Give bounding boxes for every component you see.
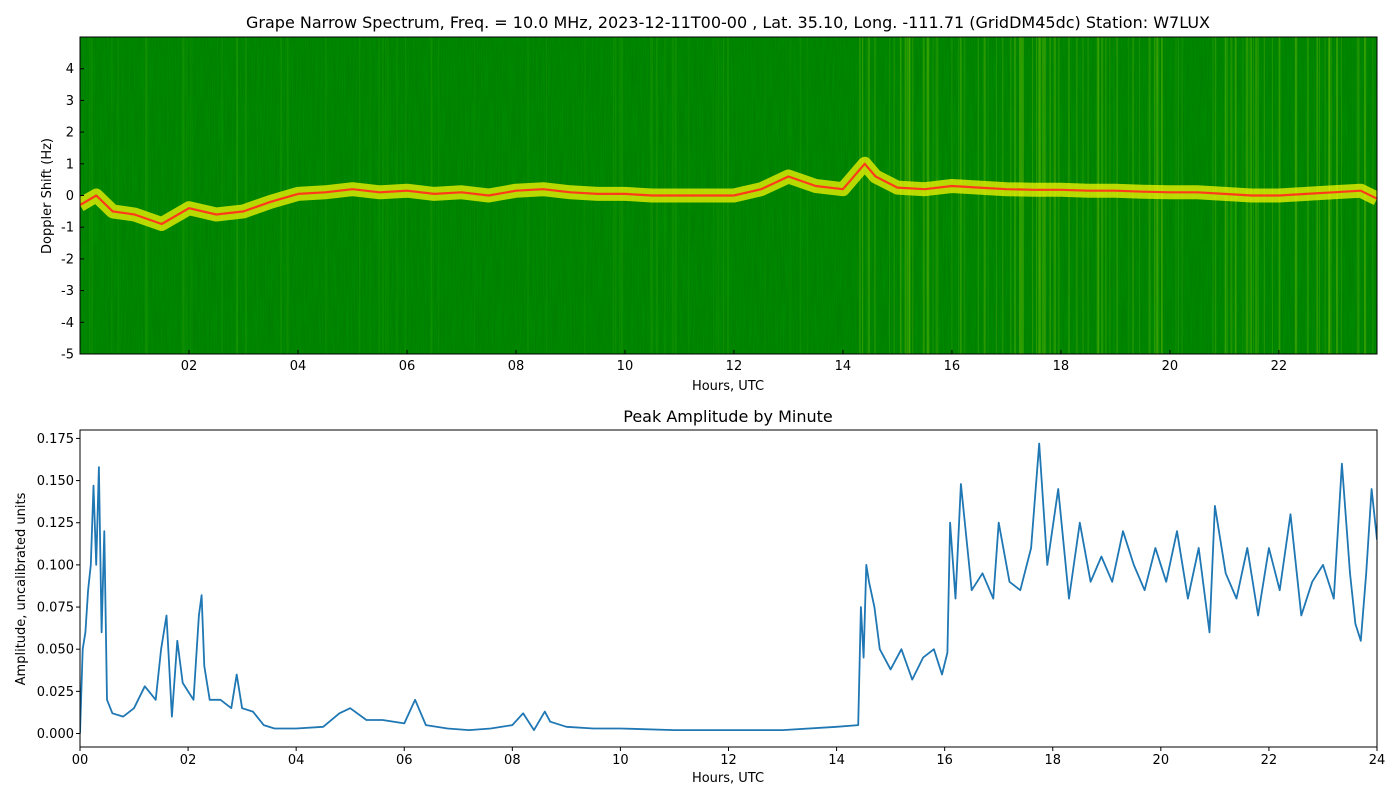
spectrogram-y-tick-label: -5 (61, 348, 74, 363)
amplitude-y-label: Amplitude, uncalibrated units (14, 492, 29, 685)
amplitude-x-tick-label: 18 (1044, 753, 1061, 768)
spectrogram-x-tick-label: 12 (726, 359, 743, 374)
amplitude-x-tick-label: 14 (828, 753, 845, 768)
amplitude-x-tick-label: 02 (180, 753, 197, 768)
amplitude-y-tick-label: 0.100 (37, 558, 74, 573)
spectrogram-y-tick-label: 3 (66, 94, 74, 109)
amplitude-x-tick-label: 00 (72, 753, 89, 768)
spectrogram-x-tick-label: 10 (617, 359, 634, 374)
amplitude-series-line (80, 442, 1377, 734)
spectrogram-x-tick-label: 14 (835, 359, 852, 374)
amplitude-x-ticks: 00 02 04 06 08 10 12 14 16 18 20 22 24 (72, 747, 1386, 768)
amplitude-x-tick-label: 12 (720, 753, 737, 768)
amplitude-plot-area (80, 430, 1377, 747)
amplitude-x-tick-label: 04 (288, 753, 305, 768)
spectrogram-y-tick-label: -3 (61, 284, 74, 299)
amplitude-title: Peak Amplitude by Minute (623, 407, 833, 426)
spectrogram-y-tick-label: 1 (66, 157, 74, 172)
spectrogram-x-tick-label: 06 (399, 359, 416, 374)
amplitude-y-tick-label: 0.125 (37, 516, 74, 531)
spectrogram-y-tick-label: 2 (66, 126, 74, 141)
amplitude-x-tick-label: 20 (1153, 753, 1170, 768)
spectrogram-x-tick-label: 04 (290, 359, 307, 374)
amplitude-y-tick-label: 0.150 (37, 474, 74, 489)
amplitude-x-tick-label: 22 (1261, 753, 1278, 768)
spectrogram-x-tick-label: 08 (508, 359, 525, 374)
spectrogram-y-tick-label: 0 (66, 189, 74, 204)
amplitude-x-tick-label: 24 (1369, 753, 1386, 768)
amplitude-y-tick-label: 0.175 (37, 432, 74, 447)
amplitude-x-tick-label: 16 (936, 753, 953, 768)
amplitude-y-tick-label: 0.075 (37, 601, 74, 616)
spectrogram-y-tick-label: 4 (66, 62, 74, 77)
spectrogram-x-label: Hours, UTC (692, 379, 764, 394)
spectrogram-x-tick-label: 02 (181, 359, 198, 374)
spectrogram-y-ticks: 4 3 2 1 0 -1 -2 -3 -4 -5 (61, 62, 84, 363)
spectrogram-y-tick-label: -1 (61, 221, 74, 236)
spectrogram-y-label: Doppler Shift (Hz) (40, 138, 55, 254)
amplitude-y-tick-label: 0.025 (37, 685, 74, 700)
amplitude-x-label: Hours, UTC (692, 771, 764, 786)
amplitude-y-tick-label: 0.000 (37, 727, 74, 742)
spectrogram-x-tick-label: 20 (1162, 359, 1179, 374)
spectrogram-x-tick-label: 22 (1271, 359, 1288, 374)
spectrogram-x-tick-label: 18 (1053, 359, 1070, 374)
spectrogram-plot (80, 37, 1377, 354)
amplitude-x-tick-label: 06 (396, 753, 413, 768)
amplitude-y-ticks: 0.000 0.025 0.050 0.075 0.100 0.125 0.150 0.175 (37, 432, 80, 742)
spectrogram-x-tick-label: 16 (944, 359, 961, 374)
amplitude-x-tick-label: 10 (612, 753, 629, 768)
spectrogram-y-tick-label: -4 (61, 316, 74, 331)
spectrogram-peak-trace (80, 162, 1377, 226)
spectrogram-x-ticks: 02 04 06 08 10 12 14 16 18 20 22 (181, 350, 1287, 374)
amplitude-x-tick-label: 08 (504, 753, 521, 768)
amplitude-y-tick-label: 0.050 (37, 643, 74, 658)
spectrogram-y-tick-label: -2 (61, 252, 74, 267)
spectrogram-title: Grape Narrow Spectrum, Freq. = 10.0 MHz,… (246, 13, 1210, 32)
